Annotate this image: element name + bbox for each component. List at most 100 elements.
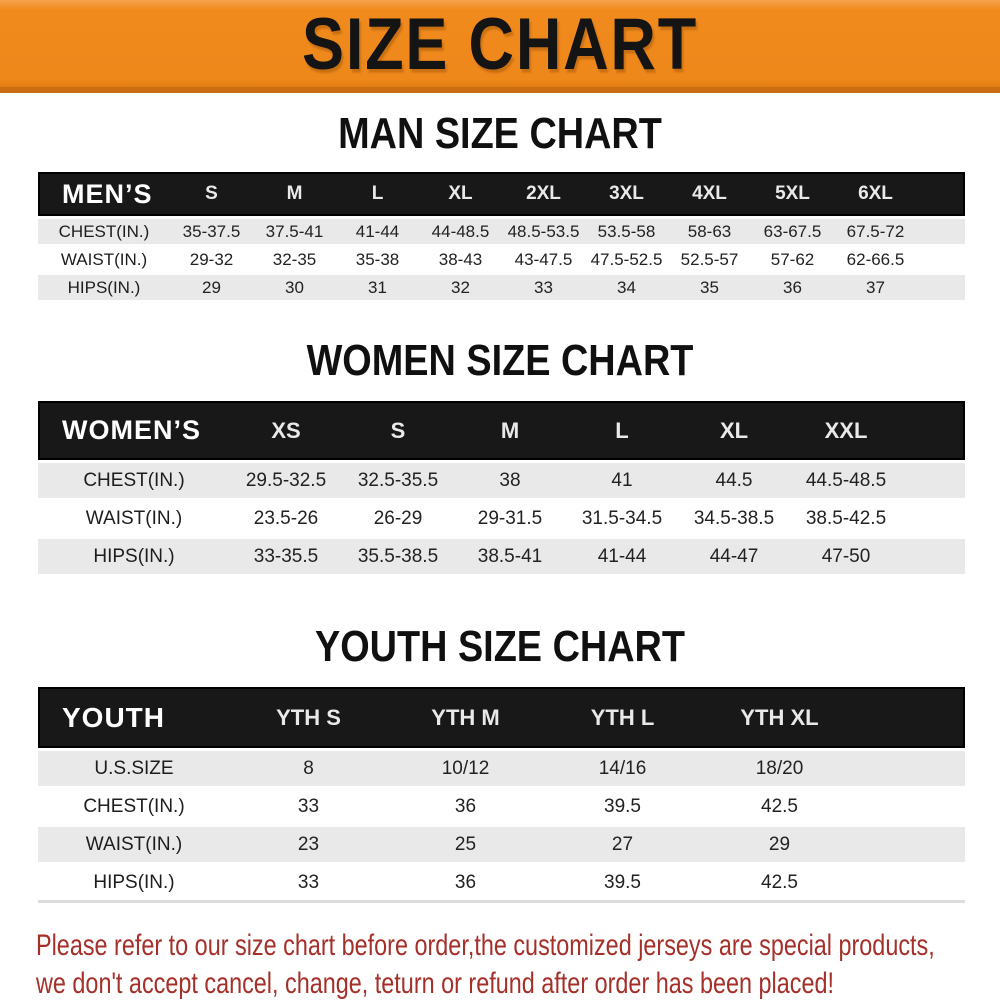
table-row: CHEST(IN.) 35-37.5 37.5-41 41-44 44-48.5 48.5… <box>38 216 965 244</box>
table-row: CHEST(IN.) 29.5-32.5 32.5-35.5 38 41 44.5 44.5… <box>38 460 965 498</box>
size-cell: 29.5-32.5 <box>230 460 342 498</box>
header-spacer <box>917 172 965 216</box>
size-cell: 30 <box>253 272 336 300</box>
row-spacer <box>902 460 965 498</box>
column-header-3xl: 3XL <box>585 172 668 216</box>
size-cell: 42.5 <box>701 862 858 900</box>
size-cell: 53.5-58 <box>585 216 668 244</box>
size-cell: 62-66.5 <box>834 244 917 272</box>
column-header-5xl: 5XL <box>751 172 834 216</box>
table-row: WAIST(IN.) 29-32 32-35 35-38 38-43 43-47.5 47.… <box>38 244 965 272</box>
men-table-header: MEN’S S M L XL 2XL 3XL 4XL 5XL 6XL <box>38 172 965 216</box>
table-row: U.S.SIZE 8 10/12 14/16 18/20 <box>38 748 965 786</box>
size-cell: 14/16 <box>544 748 701 786</box>
size-cell: 37.5-41 <box>253 216 336 244</box>
size-cell: 33 <box>230 862 387 900</box>
row-spacer <box>858 862 965 900</box>
footer-line-2: we don't accept cancel, change, teturn o… <box>36 967 834 1000</box>
men-size-table: MEN’S S M L XL 2XL 3XL 4XL 5XL 6XL CHEST(IN.) 35-37… <box>38 172 965 300</box>
size-cell: 44-48.5 <box>419 216 502 244</box>
size-cell: 35.5-38.5 <box>342 536 454 574</box>
column-header-l: L <box>336 172 419 216</box>
table-row: HIPS(IN.) 33-35.5 35.5-38.5 38.5-41 41-44 44-… <box>38 536 965 574</box>
size-cell: 29 <box>170 272 253 300</box>
size-cell: 42.5 <box>701 786 858 824</box>
row-spacer <box>902 498 965 536</box>
table-row: CHEST(IN.) 33 36 39.5 42.5 <box>38 786 965 824</box>
size-cell: 44.5-48.5 <box>790 460 902 498</box>
row-label: CHEST(IN.) <box>38 786 230 824</box>
size-cell: 58-63 <box>668 216 751 244</box>
column-header-yth-l: YTH L <box>544 687 701 748</box>
youth-section-heading: YOUTH SIZE CHART <box>314 622 685 671</box>
column-header-xl: XL <box>419 172 502 216</box>
size-cell: 32.5-35.5 <box>342 460 454 498</box>
column-header-yth-s: YTH S <box>230 687 387 748</box>
footer-notice: Please refer to our size chart before or… <box>36 927 1000 1003</box>
size-cell: 8 <box>230 748 387 786</box>
size-cell: 38 <box>454 460 566 498</box>
row-spacer <box>858 824 965 862</box>
men-section-heading: MAN SIZE CHART <box>338 109 662 158</box>
header-row: WOMEN’S XS S M L XL XXL <box>38 401 965 460</box>
table-row: HIPS(IN.) 29 30 31 32 33 34 35 36 37 <box>38 272 965 300</box>
column-header-m: M <box>454 401 566 460</box>
size-cell: 44-47 <box>678 536 790 574</box>
size-cell: 32-35 <box>253 244 336 272</box>
column-header-xs: XS <box>230 401 342 460</box>
size-cell: 25 <box>387 824 544 862</box>
size-cell: 41 <box>566 460 678 498</box>
size-cell: 41-44 <box>336 216 419 244</box>
size-cell: 63-67.5 <box>751 216 834 244</box>
row-label: HIPS(IN.) <box>38 272 170 300</box>
row-spacer <box>858 748 965 786</box>
row-label: WAIST(IN.) <box>38 824 230 862</box>
youth-size-table: YOUTH YTH S YTH M YTH L YTH XL U.S.SIZE 8 10/12… <box>38 687 965 903</box>
section-women: WOMEN SIZE CHART WOMEN’S XS S M L XL XXL CHEST(I… <box>0 338 1000 574</box>
size-cell: 34 <box>585 272 668 300</box>
row-spacer <box>917 244 965 272</box>
column-header-2xl: 2XL <box>502 172 585 216</box>
size-cell: 31.5-34.5 <box>566 498 678 536</box>
size-cell: 29 <box>701 824 858 862</box>
column-header-6xl: 6XL <box>834 172 917 216</box>
size-cell: 34.5-38.5 <box>678 498 790 536</box>
column-header-xl: XL <box>678 401 790 460</box>
header-row: YOUTH YTH S YTH M YTH L YTH XL <box>38 687 965 748</box>
size-chart-sections: MAN SIZE CHART MEN’S S M L XL 2XL 3XL 4XL 5XL 6XL C… <box>0 111 1000 903</box>
size-cell: 36 <box>751 272 834 300</box>
row-label: CHEST(IN.) <box>38 460 230 498</box>
row-spacer <box>858 786 965 824</box>
size-cell: 38.5-42.5 <box>790 498 902 536</box>
size-cell: 41-44 <box>566 536 678 574</box>
men-table-label: MEN’S <box>38 172 170 216</box>
size-cell: 38.5-41 <box>454 536 566 574</box>
table-row: HIPS(IN.) 33 36 39.5 42.5 <box>38 862 965 900</box>
size-cell: 33 <box>502 272 585 300</box>
row-label: WAIST(IN.) <box>38 498 230 536</box>
size-cell: 39.5 <box>544 786 701 824</box>
size-cell: 52.5-57 <box>668 244 751 272</box>
size-cell: 37 <box>834 272 917 300</box>
row-spacer <box>917 216 965 244</box>
size-cell: 32 <box>419 272 502 300</box>
youth-table-body: U.S.SIZE 8 10/12 14/16 18/20 CHEST(IN.) 33 36 39… <box>38 748 965 900</box>
size-cell: 43-47.5 <box>502 244 585 272</box>
size-cell: 10/12 <box>387 748 544 786</box>
size-cell: 29-31.5 <box>454 498 566 536</box>
column-header-s: S <box>342 401 454 460</box>
youth-table-header: YOUTH YTH S YTH M YTH L YTH XL <box>38 687 965 748</box>
size-cell: 33 <box>230 786 387 824</box>
youth-table-label: YOUTH <box>38 687 230 748</box>
header-spacer <box>858 687 965 748</box>
size-cell: 44.5 <box>678 460 790 498</box>
section-youth: YOUTH SIZE CHART YOUTH YTH S YTH M YTH L YTH … <box>0 624 1000 903</box>
size-cell: 35-37.5 <box>170 216 253 244</box>
size-cell: 33-35.5 <box>230 536 342 574</box>
size-cell: 27 <box>544 824 701 862</box>
size-cell: 47-50 <box>790 536 902 574</box>
size-cell: 23 <box>230 824 387 862</box>
size-cell: 35 <box>668 272 751 300</box>
size-cell: 38-43 <box>419 244 502 272</box>
column-header-yth-m: YTH M <box>387 687 544 748</box>
